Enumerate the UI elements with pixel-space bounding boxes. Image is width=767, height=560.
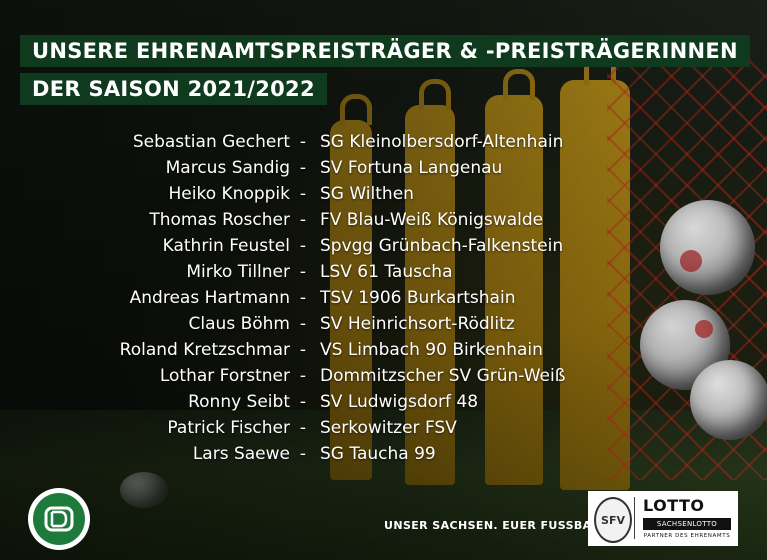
winner-row: Patrick Fischer - Serkowitzer FSV [0,418,767,444]
winner-name: Mirko Tillner [186,262,290,282]
winner-club: Spvgg Grünbach-Falkenstein [320,236,564,256]
winner-name: Lothar Forstner [159,366,290,386]
winner-row: Sebastian Gechert - SG Kleinolbersdorf-Alt… [0,132,767,158]
winner-name: Claus Böhm [188,314,290,334]
dfb-emblem-icon [44,506,74,532]
winner-club: SV Fortuna Langenau [320,158,503,178]
winner-name: Andreas Hartmann [129,288,290,308]
winner-row: Roland Kretzschmar - VS Limbach 90 Birkenh… [0,340,767,366]
winner-row: Claus Böhm - SV Heinrichsort-Rödlitz [0,314,767,340]
sfv-logo-icon: SFV [594,497,632,543]
name-club-separator: - [299,184,307,204]
name-club-separator: - [299,314,307,334]
winner-club: SG Wilthen [320,184,414,204]
name-club-separator: - [299,158,307,178]
winner-row: Kathrin Feustel - Spvgg Grünbach-Falkenste… [0,236,767,262]
footer-slogan: UNSER SACHSEN. EUER FUSSBALL. [384,519,611,532]
name-club-separator: - [299,444,307,464]
name-club-separator: - [299,236,307,256]
lotto-partner: PARTNER DES EHRENAMTS [643,533,731,539]
winner-row: Thomas Roscher - FV Blau-Weiß Königswalde [0,210,767,236]
winner-club: LSV 61 Tauscha [320,262,453,282]
name-club-separator: - [299,262,307,282]
partner-logos: SFV LOTTO SACHSENLOTTO PARTNER DES EHREN… [588,491,738,546]
winner-row: Marcus Sandig - SV Fortuna Langenau [0,158,767,184]
headline-line-1: Unsere Ehrenamtspreisträger & -Preisträg… [20,35,750,67]
winner-club: Dommitzscher SV Grün-Weiß [320,366,566,386]
winner-row: Heiko Knoppik - SG Wilthen [0,184,767,210]
lotto-brand: LOTTO [643,496,705,515]
lotto-logo: LOTTO SACHSENLOTTO PARTNER DES EHRENAMTS [643,496,731,539]
winner-row: Andreas Hartmann - TSV 1906 Burkartshain [0,288,767,314]
name-club-separator: - [299,288,307,308]
winner-club: TSV 1906 Burkartshain [320,288,516,308]
name-club-separator: - [299,210,307,230]
winner-club: SV Ludwigsdorf 48 [320,392,479,412]
lotto-sub: SACHSENLOTTO [643,518,731,530]
winner-club: SG Kleinolbersdorf-Altenhain [320,132,564,152]
winner-name: Patrick Fischer [167,418,290,438]
name-club-separator: - [299,366,307,386]
dfb-logo-icon [28,488,90,550]
winner-name: Lars Saewe [192,444,290,464]
winner-club: SV Heinrichsort-Rödlitz [320,314,515,334]
winner-row: Mirko Tillner - LSV 61 Tauscha [0,262,767,288]
winner-name: Ronny Seibt [188,392,290,412]
winner-club: VS Limbach 90 Birkenhain [320,340,543,360]
name-club-separator: - [299,132,307,152]
winner-row: Lars Saewe - SG Taucha 99 [0,444,767,470]
winner-row: Ronny Seibt - SV Ludwigsdorf 48 [0,392,767,418]
winner-name: Roland Kretzschmar [119,340,290,360]
winner-club: Serkowitzer FSV [320,418,457,438]
name-club-separator: - [299,392,307,412]
winner-club: FV Blau-Weiß Königswalde [320,210,544,230]
logo-divider [634,497,635,539]
winner-name: Thomas Roscher [149,210,290,230]
winner-name: Sebastian Gechert [132,132,290,152]
winner-name: Heiko Knoppik [168,184,290,204]
winner-name: Marcus Sandig [165,158,290,178]
winner-name: Kathrin Feustel [162,236,290,256]
winner-row: Lothar Forstner - Dommitzscher SV Grün-Wei… [0,366,767,392]
headline-line-2: der Saison 2021/2022 [20,73,327,105]
name-club-separator: - [299,418,307,438]
name-club-separator: - [299,340,307,360]
winner-club: SG Taucha 99 [320,444,436,464]
